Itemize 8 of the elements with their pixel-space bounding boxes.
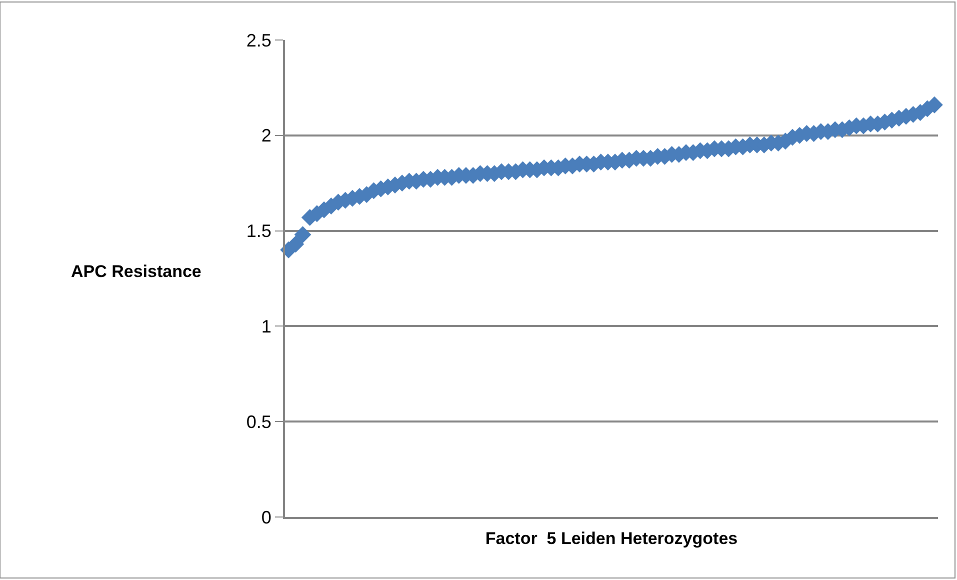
y-tick-label: 0 [261, 507, 272, 528]
y-tick-label: 0.5 [246, 412, 272, 432]
y-tick-label: 2 [261, 126, 272, 146]
y-axis-title: APC Resistance [71, 262, 202, 281]
y-tick-label: 1 [261, 316, 272, 336]
y-tick-label: 2.5 [246, 30, 272, 50]
y-tick-label: 1.5 [246, 221, 272, 242]
x-axis-title: Factor 5 Leiden Heterozygotes [485, 528, 738, 548]
